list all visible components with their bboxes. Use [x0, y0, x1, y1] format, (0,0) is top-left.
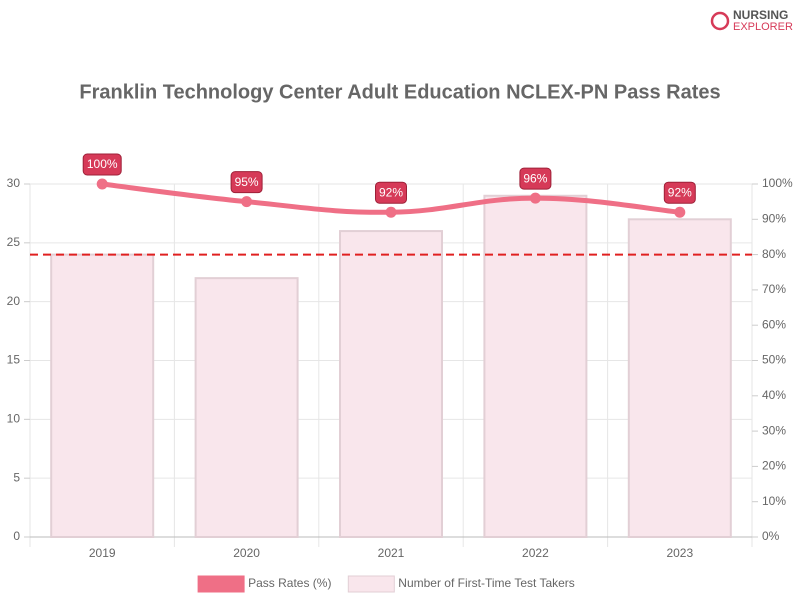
y2-tick-label: 0%: [762, 529, 780, 543]
x-tick-label: 2021: [378, 546, 405, 560]
y-tick-label: 25: [7, 235, 21, 249]
legend-swatch: [347, 575, 395, 593]
point: [241, 196, 253, 208]
data-label: 96%: [523, 171, 547, 185]
legend-label: Pass Rates (%): [248, 576, 331, 590]
logo-text: EXPLORER: [733, 21, 793, 33]
y-tick-label: 0: [13, 529, 20, 543]
x-tick-label: 2020: [233, 546, 260, 560]
y2-tick-label: 30%: [762, 423, 786, 437]
bar: [483, 194, 588, 538]
y-tick-label: 15: [7, 353, 21, 367]
logo-text: NURSING: [733, 8, 788, 22]
data-label: 100%: [87, 157, 118, 171]
bar: [50, 253, 155, 538]
data-label-box: [375, 181, 407, 204]
y2-tick-label: 100%: [762, 176, 793, 190]
x-tick-label: 2022: [522, 546, 549, 560]
point: [385, 206, 397, 218]
data-label: 95%: [235, 175, 259, 189]
y2-tick-label: 70%: [762, 282, 786, 296]
bar: [339, 230, 443, 538]
y2-tick-label: 90%: [762, 211, 786, 225]
y-tick-label: 5: [13, 470, 20, 484]
y-tick-label: 30: [7, 176, 21, 190]
bar: [627, 218, 732, 539]
point: [529, 192, 541, 204]
data-label-box: [230, 171, 263, 194]
x-tick-label: 2023: [666, 546, 693, 560]
data-label: 92%: [668, 185, 692, 199]
logo-icon: [710, 11, 730, 31]
logo: NURSING EXPLORER: [710, 8, 793, 33]
point: [674, 206, 686, 218]
y2-tick-label: 10%: [762, 494, 786, 508]
data-label-box: [663, 181, 696, 204]
legend-label: Number of First-Time Test Takers: [398, 576, 574, 590]
y2-tick-label: 40%: [762, 388, 786, 402]
point: [96, 178, 108, 190]
data-label-box: [82, 153, 122, 176]
y-tick-label: 10: [7, 412, 21, 426]
y2-tick-label: 60%: [762, 317, 786, 331]
data-label-box: [519, 167, 552, 190]
legend-swatch: [197, 575, 245, 593]
chart-title: Franklin Technology Center Adult Educati…: [79, 81, 720, 103]
data-label: 92%: [379, 185, 403, 199]
y2-tick-label: 50%: [762, 353, 786, 367]
bar: [194, 277, 299, 538]
y2-tick-label: 80%: [762, 247, 786, 261]
y2-tick-label: 20%: [762, 459, 786, 473]
x-tick-label: 2019: [89, 546, 116, 560]
y-tick-label: 20: [7, 294, 21, 308]
